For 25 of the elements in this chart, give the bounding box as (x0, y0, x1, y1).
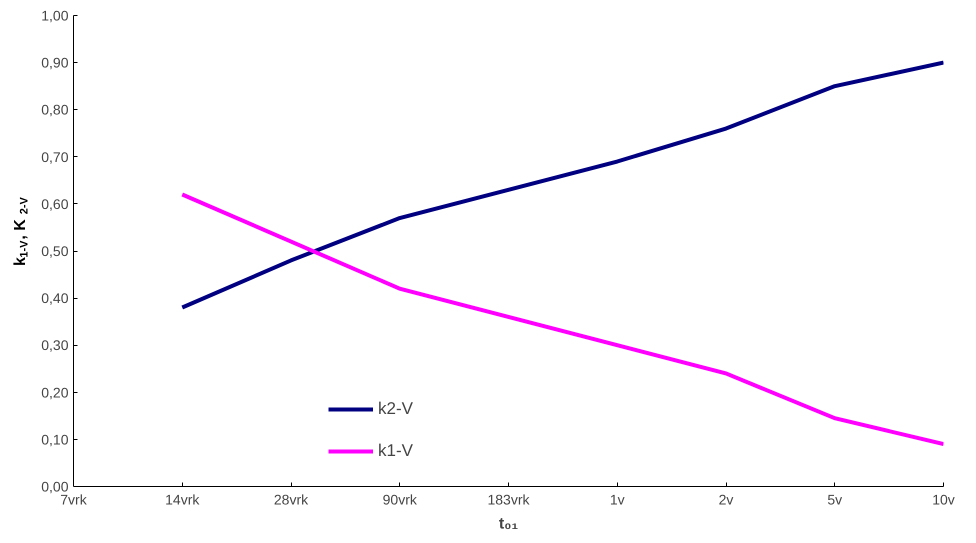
y-tick-label: 1,00 (41, 8, 69, 24)
x-tick-label: 2v (718, 492, 734, 508)
y-tick-label: 0,30 (41, 337, 69, 354)
y-axis-title: k1-V, K2-V (12, 196, 30, 266)
x-tick-label: 7vrk (60, 492, 88, 508)
y-tick-label: 0,60 (41, 196, 69, 212)
x-tick-label: 90vrk (382, 492, 418, 508)
legend-label: k1-V (378, 441, 413, 461)
y-tick-label: 0,40 (41, 290, 69, 306)
y-tick-label: 0,50 (41, 243, 69, 259)
y-tick-label: 0,70 (41, 148, 69, 165)
x-tick-label: 28vrk (274, 492, 310, 508)
legend-label: k2-V (378, 399, 413, 419)
y-tick-label: 0,10 (41, 431, 69, 448)
x-tick-label: 1v (610, 492, 625, 508)
x-tick-label: 183vrk (487, 492, 531, 508)
line-series (180, 60, 944, 310)
y-tick-label: 0,00 (41, 478, 69, 494)
x-tick-label: 14vrk (165, 492, 200, 508)
x-tick-label: 5v (827, 492, 842, 508)
y-tick-label: 0,80 (41, 102, 69, 118)
x-tick-label: 10v (932, 492, 955, 508)
x-axis-title: t₀₁ (498, 516, 518, 532)
y-tick-label: 0,90 (41, 54, 69, 71)
y-tick-label: 0,20 (41, 384, 69, 400)
